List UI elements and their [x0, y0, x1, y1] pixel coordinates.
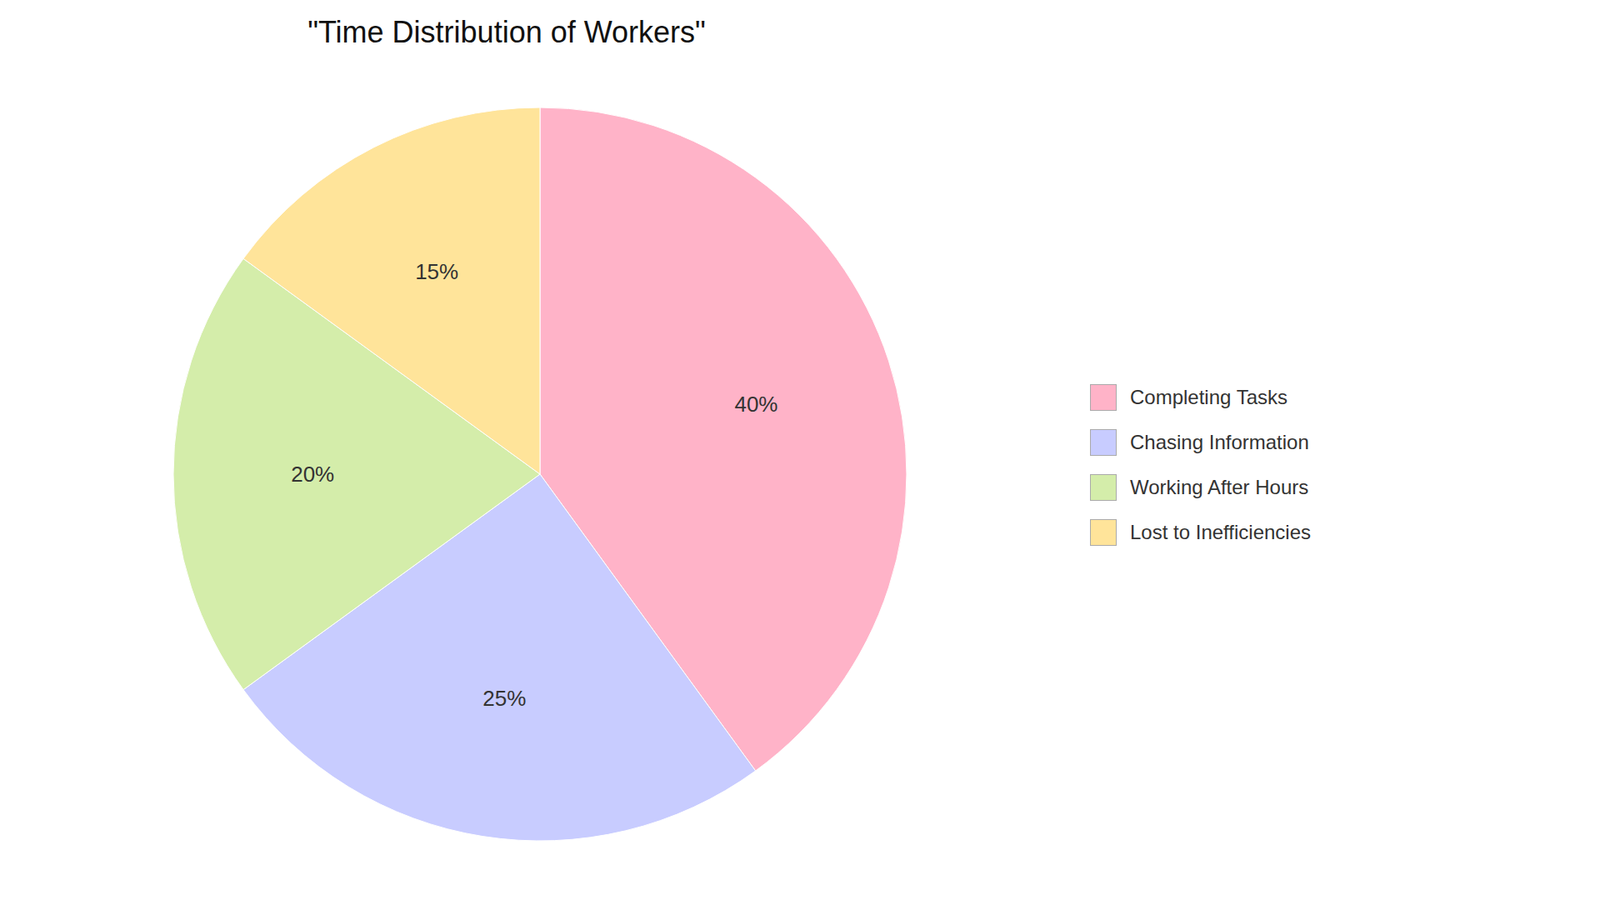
html-text:Working After Hours: Working After Hours — [1130, 475, 1309, 499]
html-text:Completing Tasks: Completing Tasks — [1130, 385, 1288, 409]
svg-text:15%: 15% — [415, 259, 459, 285]
svg-text:25%: 25% — [482, 685, 526, 711]
html-text:Chasing Information: Chasing Information — [1130, 430, 1309, 454]
html-text:Lost to Inefficiencies: Lost to Inefficiencies — [1130, 520, 1311, 544]
svg-text:40%: 40% — [734, 391, 778, 417]
svg-text:20%: 20% — [290, 461, 335, 487]
html-text:"Time Distribution of Workers": "Time Distribution of Workers" — [307, 15, 706, 50]
